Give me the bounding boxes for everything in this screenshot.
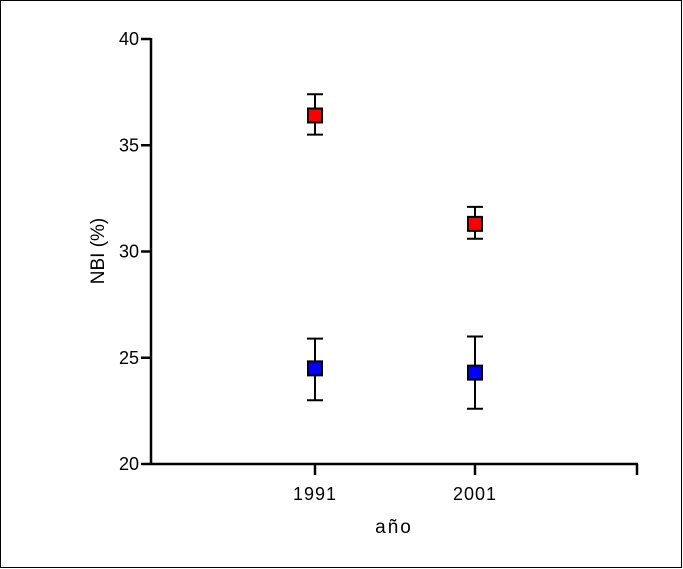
- data-point: [307, 360, 323, 377]
- y-tick-label: 30: [119, 242, 139, 262]
- y-axis-label: NBI (%): [88, 218, 109, 285]
- data-point: [307, 107, 323, 124]
- data-point: [467, 364, 483, 381]
- x-tick-label: 1991: [293, 484, 337, 504]
- y-tick-label: 25: [119, 348, 139, 368]
- y-ticks: 20 25 30 35 40: [119, 29, 151, 474]
- x-axis-label: año: [375, 517, 413, 538]
- axes: [149, 38, 639, 475]
- x-tick-label: 2001: [453, 484, 497, 504]
- y-tick-label: 40: [119, 29, 139, 49]
- y-tick-label: 20: [119, 454, 139, 474]
- y-tick-label: 35: [119, 135, 139, 155]
- data-point: [467, 215, 483, 232]
- x-ticks: 1991 2001: [293, 464, 497, 504]
- data-marks: [307, 93, 483, 410]
